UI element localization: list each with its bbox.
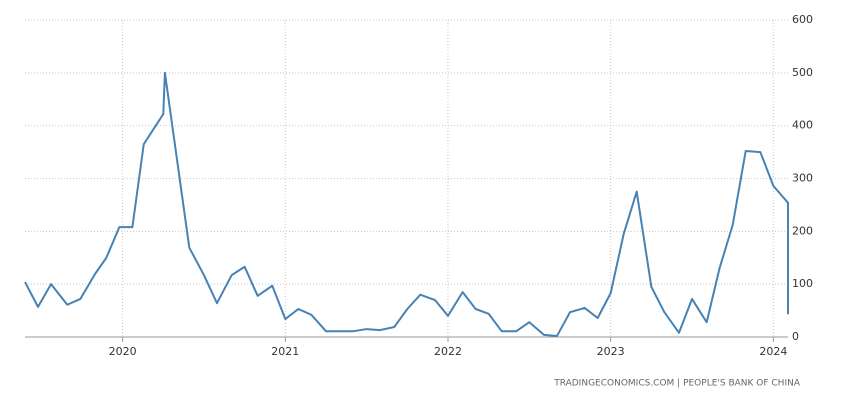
y-tick-label: 600 (792, 13, 813, 26)
source-note: TRADINGECONOMICS.COM | PEOPLE'S BANK OF … (553, 379, 801, 389)
y-tick-label: 300 (792, 172, 813, 185)
y-tick-label: 0 (792, 330, 799, 343)
y-tick-label: 500 (792, 66, 813, 79)
x-tick-label: 2023 (597, 345, 625, 358)
x-tick-label: 2024 (759, 345, 787, 358)
y-tick-label: 200 (792, 224, 813, 237)
x-tick-label: 2020 (109, 345, 137, 358)
y-tick-label: 400 (792, 119, 813, 132)
data-line (24, 71, 789, 337)
x-tick-label: 2022 (434, 345, 462, 358)
x-tick-label: 2021 (271, 345, 299, 358)
y-tick-label: 100 (792, 277, 813, 290)
